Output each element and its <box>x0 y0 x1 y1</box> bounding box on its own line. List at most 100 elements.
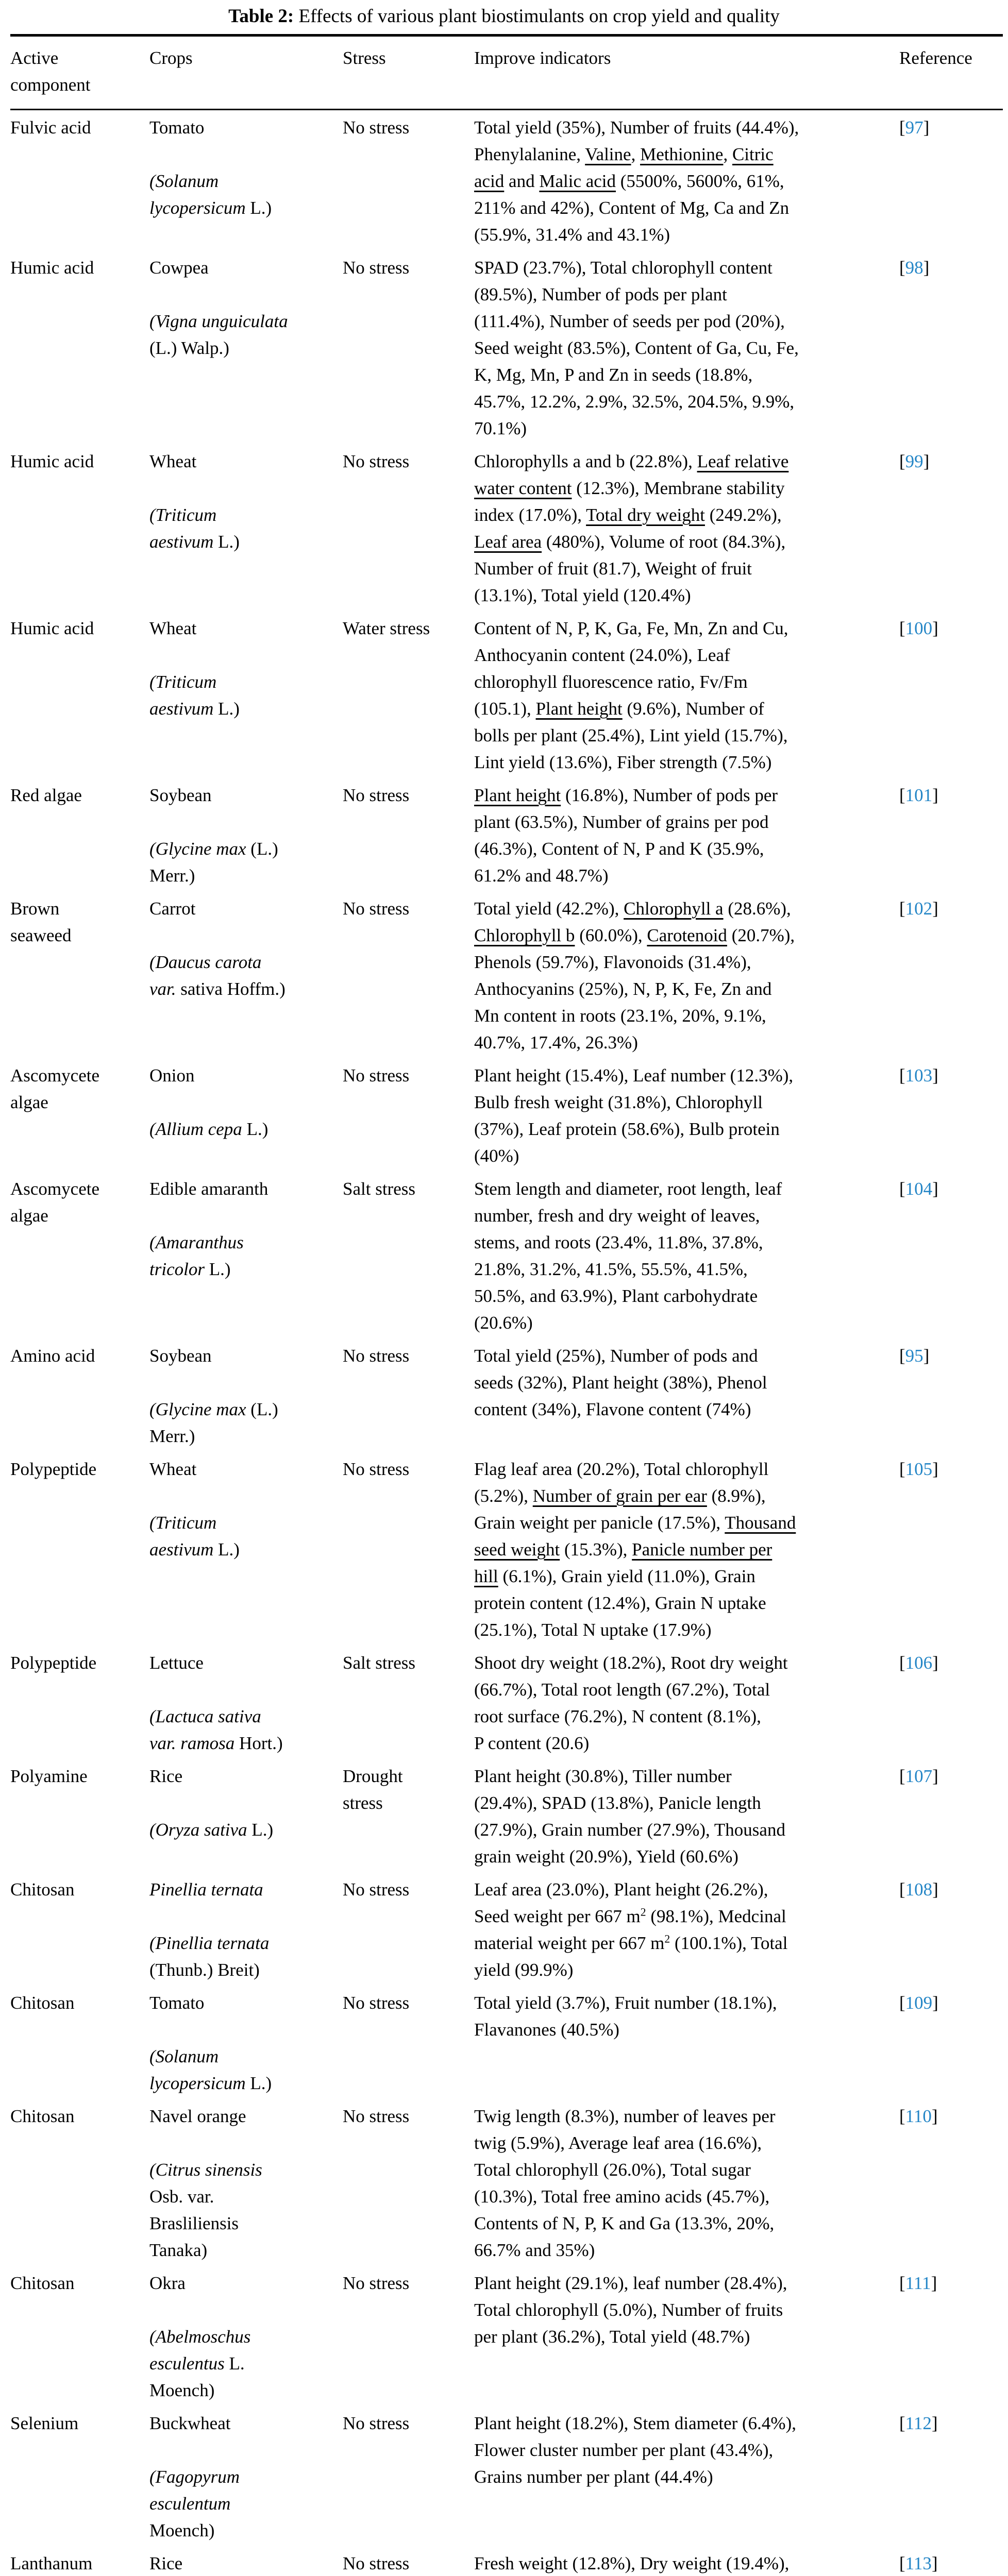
reference-citation-link[interactable]: 97 <box>905 117 923 138</box>
improve-indicators-cell: Total yield (35%), Number of fruits (44.… <box>474 117 799 245</box>
active-component-cell: Humic acid <box>10 618 94 638</box>
reference-cell: [103] <box>899 1065 938 1086</box>
reference-cell: [99] <box>899 451 930 471</box>
crops-cell: Onion (Allium cepa L.) <box>149 1065 268 1139</box>
column-header-reference: Reference <box>899 48 972 68</box>
reference-citation-link[interactable]: 111 <box>905 2273 931 2293</box>
table-row: Chitosan Tomato (Solanum lycopersicum L.… <box>10 1984 1003 2097</box>
active-component-cell: Chitosan <box>10 1879 75 1900</box>
crops-cell: Soybean (Glycine max (L.) Merr.) <box>149 1346 278 1446</box>
reference-cell: [113] <box>899 2553 938 2573</box>
crops-cell: Lettuce (Lactuca sativa var. ramosa Hort… <box>149 1653 283 1753</box>
reference-cell: [108] <box>899 1879 938 1900</box>
stress-cell: No stress <box>343 785 410 805</box>
reference-citation-link[interactable]: 107 <box>905 1766 933 1786</box>
table-row: Brown seaweed Carrot (Daucus carota var.… <box>10 889 1003 1056</box>
improve-indicators-cell: Stem length and diameter, root length, l… <box>474 1179 782 1333</box>
crops-cell: Tomato (Solanum lycopersicum L.) <box>149 117 272 218</box>
column-header-stress: Stress <box>343 48 386 68</box>
improve-indicators-cell: Chlorophylls a and b (22.8%), Leaf relat… <box>474 451 789 605</box>
table-title: Table 2: Effects of various plant biosti… <box>0 0 1008 34</box>
reference-citation-link[interactable]: 109 <box>905 1993 933 2013</box>
improve-indicators-cell: Total yield (25%), Number of pods and se… <box>474 1346 767 1419</box>
reference-cell: [98] <box>899 258 930 278</box>
reference-citation-link[interactable]: 103 <box>905 1065 933 1086</box>
crops-cell: Rice (Oryza sativa L.) <box>149 2553 183 2573</box>
crops-cell: Navel orange (Citrus sinensis Osb. var. … <box>149 2106 262 2260</box>
crops-cell: Buckwheat (Fagopyrum esculentum Moench) <box>149 2413 240 2540</box>
improve-indicators-cell: Content of N, P, K, Ga, Fe, Mn, Zn and C… <box>474 618 788 772</box>
reference-cell: [111] <box>899 2273 937 2293</box>
reference-citation-link[interactable]: 113 <box>905 2553 932 2573</box>
reference-citation-link[interactable]: 100 <box>905 618 933 638</box>
stress-cell: Water stress <box>343 618 430 638</box>
active-component-cell: Ascomycete algae <box>10 1065 99 1112</box>
improve-indicators-cell: Shoot dry weight (18.2%), Root dry weigh… <box>474 1653 788 1753</box>
crops-cell: Rice (Oryza sativa L.) <box>149 1766 274 1840</box>
column-header-crops: Crops <box>149 48 193 68</box>
stress-cell: No stress <box>343 2273 410 2293</box>
active-component-cell: Humic acid <box>10 258 94 278</box>
reference-citation-link[interactable]: 106 <box>905 1653 933 1673</box>
reference-citation-link[interactable]: 99 <box>905 451 923 471</box>
stress-cell: No stress <box>343 2106 410 2126</box>
active-component-cell: Chitosan <box>10 2273 75 2293</box>
active-component-cell: Fulvic acid <box>10 117 91 138</box>
crops-cell: Tomato (Solanum lycopersicum L.) <box>149 1993 272 2093</box>
table-row: Polyamine Rice (Oryza sativa L.) Drought… <box>10 1757 1003 1870</box>
active-component-cell: Selenium <box>10 2413 79 2433</box>
table-row: Humic acid Wheat (Triticum aestivum L.) … <box>10 609 1003 776</box>
stress-cell: No stress <box>343 451 410 471</box>
reference-cell: [105] <box>899 1459 938 1479</box>
improve-indicators-cell: Plant height (16.8%), Number of pods per… <box>474 785 778 886</box>
reference-cell: [109] <box>899 1993 938 2013</box>
stress-cell: No stress <box>343 1065 410 1086</box>
table-body: Fulvic acid Tomato (Solanum lycopersicum… <box>10 110 1003 2576</box>
improve-indicators-cell: SPAD (23.7%), Total chlorophyll content … <box>474 258 799 438</box>
crops-cell: Cowpea (Vigna unguiculata (L.) Walp.) <box>149 258 288 358</box>
improve-indicators-cell: Fresh weight (12.8%), Dry weight (19.4%)… <box>474 2553 789 2573</box>
table-row: Amino acid Soybean (Glycine max (L.) Mer… <box>10 1336 1003 1450</box>
reference-citation-link[interactable]: 108 <box>905 1879 933 1900</box>
table-row: Chitosan Okra (Abelmoschus esculentus L.… <box>10 2264 1003 2404</box>
reference-cell: [112] <box>899 2413 938 2433</box>
active-component-cell: Lanthanum <box>10 2553 93 2573</box>
active-component-cell: Polypeptide <box>10 1653 97 1673</box>
table-row: Red algae Soybean (Glycine max (L.) Merr… <box>10 776 1003 889</box>
stress-cell: No stress <box>343 899 410 919</box>
improve-indicators-cell: Plant height (18.2%), Stem diameter (6.4… <box>474 2413 796 2487</box>
table-title-label: Table 2: <box>228 6 294 27</box>
table-row: Humic acid Cowpea (Vigna unguiculata (L.… <box>10 248 1003 442</box>
stress-cell: Salt stress <box>343 1653 415 1673</box>
reference-citation-link[interactable]: 104 <box>905 1179 933 1199</box>
reference-citation-link[interactable]: 112 <box>905 2413 932 2433</box>
table-title-text: Effects of various plant biostimulants o… <box>294 6 780 27</box>
reference-cell: [106] <box>899 1653 938 1673</box>
stress-cell: No stress <box>343 258 410 278</box>
reference-citation-link[interactable]: 98 <box>905 258 923 278</box>
stress-cell: No stress <box>343 2553 410 2573</box>
stress-cell: Drought stress <box>343 1766 403 1813</box>
column-header-improve-indicators: Improve indicators <box>474 48 611 68</box>
table-header-row: Active component Crops Stress Improve in… <box>10 37 1003 109</box>
crops-cell: Wheat (Triticum aestivum L.) <box>149 1459 240 1560</box>
reference-citation-link[interactable]: 110 <box>905 2106 932 2126</box>
crops-cell: Edible amaranth (Amaranthus tricolor L.) <box>149 1179 268 1279</box>
reference-citation-link[interactable]: 102 <box>905 899 933 919</box>
active-component-cell: Chitosan <box>10 2106 75 2126</box>
table-top-rule <box>10 34 1003 37</box>
crops-cell: Okra (Abelmoschus esculentus L. Moench) <box>149 2273 251 2400</box>
stress-cell: Salt stress <box>343 1179 415 1199</box>
table-row: Polypeptide Wheat (Triticum aestivum L.)… <box>10 1450 1003 1643</box>
column-header-active-component: Active component <box>10 48 91 95</box>
table-row: Fulvic acid Tomato (Solanum lycopersicum… <box>10 110 1003 248</box>
active-component-cell: Humic acid <box>10 451 94 471</box>
reference-citation-link[interactable]: 101 <box>905 785 933 805</box>
reference-citation-link[interactable]: 105 <box>905 1459 933 1479</box>
reference-cell: [107] <box>899 1766 938 1786</box>
reference-cell: [110] <box>899 2106 938 2126</box>
table-row: Humic acid Wheat (Triticum aestivum L.) … <box>10 442 1003 609</box>
reference-citation-link[interactable]: 95 <box>905 1346 923 1366</box>
improve-indicators-cell: Plant height (30.8%), Tiller number (29.… <box>474 1766 785 1867</box>
